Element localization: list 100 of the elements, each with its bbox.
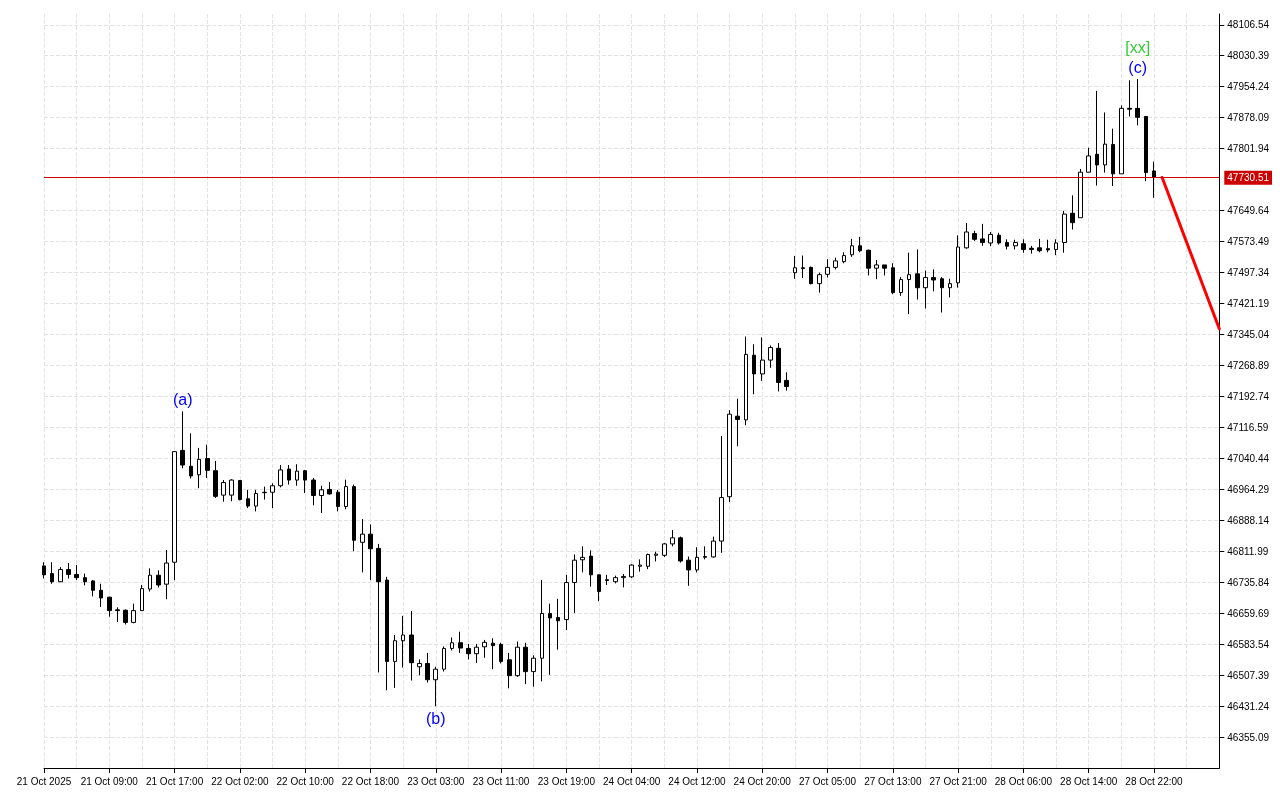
candlestick (548, 603, 552, 676)
candlestick (156, 569, 161, 588)
candlestick (442, 645, 446, 673)
candlestick (327, 481, 332, 496)
candlestick (646, 553, 650, 570)
candlestick (956, 234, 960, 289)
x-tick-label: 24 Oct 20:00 (733, 775, 792, 787)
candlestick (368, 523, 373, 581)
candlestick (99, 583, 103, 608)
candlestick (425, 652, 430, 684)
y-tick-label: 46964.29 (1227, 483, 1270, 495)
x-tick-label: 24 Oct 12:00 (668, 775, 727, 787)
candlestick (540, 579, 544, 682)
candlestick (923, 270, 928, 309)
candlestick (238, 479, 242, 501)
candlestick (1070, 194, 1075, 231)
candlestick (899, 276, 903, 297)
candlestick (458, 631, 463, 654)
candlestick (760, 336, 765, 382)
candlestick (417, 658, 422, 676)
candlestick (287, 464, 291, 486)
candlestick (172, 451, 177, 581)
candlestick (727, 409, 732, 503)
x-tick-label: 23 Oct 03:00 (407, 775, 465, 787)
candlestick (433, 666, 438, 707)
y-tick-label: 46811.99 (1227, 545, 1269, 557)
candlestick (1144, 115, 1148, 182)
candlestick (776, 342, 781, 392)
candlestick (1127, 79, 1132, 117)
candlestick (703, 545, 707, 560)
candlestick (1111, 128, 1115, 187)
y-tick-label: 47345.04 (1227, 328, 1270, 340)
candlestick (735, 398, 740, 447)
annotation: (c) (1128, 58, 1147, 76)
candlestick (123, 608, 128, 625)
y-tick-label: 47421.19 (1227, 297, 1270, 309)
candlestick (572, 553, 577, 614)
candlestick (140, 584, 144, 612)
candlestick (229, 478, 234, 502)
candlestick (466, 643, 471, 660)
y-tick-label: 47573.49 (1227, 236, 1270, 248)
candlestick (164, 549, 169, 600)
candlestick (1095, 90, 1099, 187)
candlestick (409, 610, 414, 682)
candlestick (66, 562, 71, 579)
candlestick (842, 251, 846, 264)
candlestick (303, 469, 307, 494)
candlestick (344, 479, 348, 510)
candlestick (401, 615, 405, 669)
candlestick (515, 641, 520, 678)
candlestick (711, 536, 716, 559)
x-tick-label: 22 Oct 10:00 (276, 775, 335, 787)
candlestick (907, 252, 911, 315)
y-tick-label: 46355.09 (1227, 731, 1270, 743)
candlestick (1005, 238, 1009, 250)
candlestick (1086, 147, 1091, 173)
candlestick (270, 482, 275, 509)
y-tick-label: 48106.54 (1227, 19, 1270, 31)
candlestick (964, 222, 969, 250)
candlestick (556, 598, 560, 651)
candlestick (768, 344, 773, 369)
candlestick (589, 549, 593, 588)
candlestick (817, 272, 822, 294)
candlestick (1103, 111, 1107, 174)
candlestick (882, 264, 887, 276)
candlestick (670, 529, 675, 547)
candlestick (311, 477, 316, 506)
candlestick (148, 567, 152, 592)
candlestick (450, 636, 454, 651)
candlestick (197, 447, 201, 489)
y-tick-label: 47878.09 (1227, 112, 1270, 124)
candlestick (83, 573, 87, 586)
candlestick (393, 634, 397, 689)
candlestick (1029, 245, 1034, 255)
annotation: (b) (425, 709, 446, 727)
y-tick-label: 47192.74 (1227, 390, 1270, 402)
candlestick (254, 489, 258, 512)
candlestick (825, 258, 830, 279)
candlestick (931, 268, 936, 292)
candlestick (621, 573, 626, 588)
x-tick-label: 27 Oct 21:00 (929, 775, 988, 787)
candlestick (319, 485, 324, 514)
y-tick-label: 46659.69 (1227, 607, 1270, 619)
ref-line-label: 47730.51 (1227, 172, 1270, 184)
candlestick (482, 639, 487, 659)
candlestick (850, 238, 854, 258)
x-tick-label: 28 Oct 14:00 (1060, 775, 1118, 787)
candlestick (213, 460, 218, 499)
candlestick (1119, 105, 1124, 175)
candlestick (1013, 239, 1018, 250)
candlestick (1054, 238, 1058, 256)
candlestick (115, 606, 120, 623)
x-tick-label: 22 Oct 02:00 (211, 775, 269, 787)
candlestick (499, 642, 503, 664)
candlestick (1078, 168, 1083, 219)
y-tick-label: 46431.24 (1227, 700, 1270, 712)
candlestick (801, 255, 805, 279)
candlestick (278, 464, 283, 488)
candlestick (809, 266, 813, 285)
candlestick (1046, 239, 1050, 253)
